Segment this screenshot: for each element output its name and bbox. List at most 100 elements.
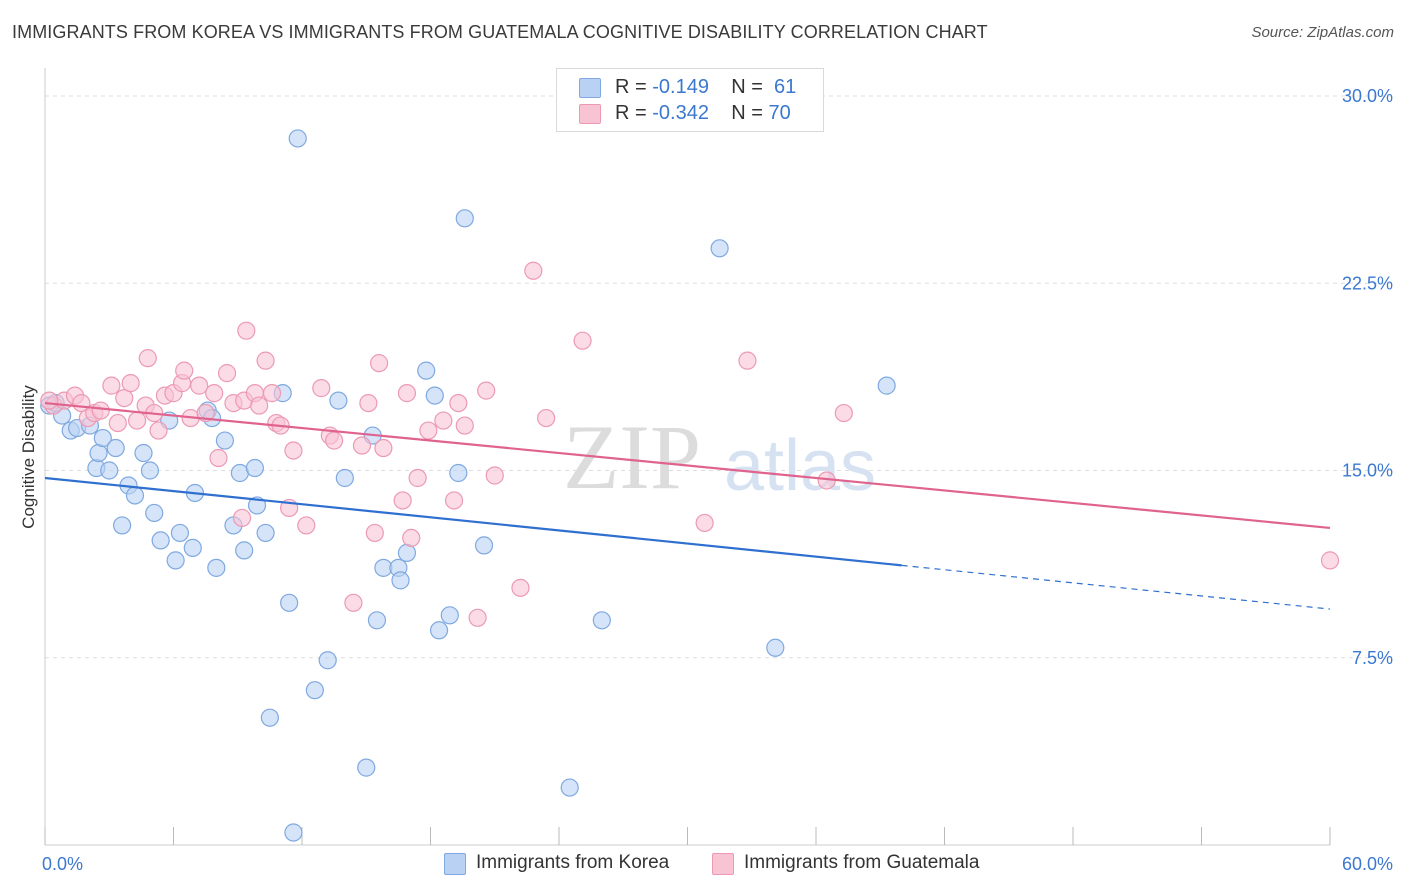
- bottom-legend-label-korea: Immigrants from Korea: [476, 852, 670, 873]
- point-korea-56: [592, 611, 611, 630]
- point-guatemala-49: [397, 384, 417, 403]
- point-guatemala-42: [344, 593, 363, 612]
- point-korea-39: [329, 391, 348, 410]
- point-guatemala-38: [297, 516, 316, 535]
- point-guatemala-55: [449, 393, 468, 413]
- legend-guatemala-n-label: N =: [731, 102, 769, 124]
- point-korea-49: [425, 386, 444, 405]
- point-korea-8: [100, 461, 119, 480]
- point-korea-15: [145, 503, 164, 523]
- point-guatemala-23: [205, 384, 224, 403]
- trend-line-korea: [44, 476, 902, 567]
- tick-labels: 7.5% 15.0% 22.5% 30.0% 0.0% 60.0%: [42, 86, 1393, 874]
- point-korea-19: [170, 523, 190, 543]
- point-guatemala-52: [419, 421, 438, 440]
- axes: [44, 68, 1331, 846]
- point-guatemala-9: [115, 388, 134, 408]
- point-guatemala-7: [102, 376, 121, 395]
- point-korea-9: [106, 438, 125, 458]
- point-korea-38: [318, 651, 337, 670]
- point-guatemala-65: [738, 351, 757, 370]
- point-guatemala-13: [138, 349, 157, 368]
- point-korea-6: [89, 443, 108, 463]
- point-guatemala-62: [537, 408, 556, 428]
- trend-extension-korea: [901, 564, 1331, 610]
- point-guatemala-69: [40, 391, 59, 410]
- watermark-atlas: atlas: [724, 426, 876, 506]
- point-korea-36: [288, 129, 307, 148]
- point-guatemala-33: [262, 384, 282, 403]
- point-korea-54: [474, 536, 494, 555]
- point-korea-18: [166, 551, 185, 570]
- point-korea-32: [260, 708, 279, 727]
- point-guatemala-25: [217, 364, 237, 383]
- point-guatemala-24: [209, 448, 228, 468]
- point-guatemala-51: [408, 468, 427, 488]
- point-guatemala-11: [127, 411, 147, 430]
- point-guatemala-59: [485, 466, 504, 485]
- point-guatemala-53: [434, 411, 453, 430]
- source-label: Source: ZipAtlas.com: [1251, 24, 1394, 41]
- point-korea-53: [455, 209, 474, 228]
- point-guatemala-63: [573, 331, 592, 350]
- point-guatemala-67: [834, 403, 853, 423]
- chart-title: IMMIGRANTS FROM KOREA VS IMMIGRANTS FROM…: [12, 22, 988, 42]
- point-guatemala-41: [325, 431, 344, 450]
- point-korea-52: [449, 463, 468, 483]
- point-guatemala-10: [121, 374, 140, 393]
- point-korea-59: [877, 376, 896, 395]
- point-korea-28: [235, 541, 254, 560]
- point-korea-50: [429, 621, 449, 640]
- point-korea-40: [335, 468, 354, 488]
- point-korea-30: [247, 496, 267, 515]
- point-guatemala-46: [370, 354, 389, 373]
- point-korea-14: [140, 461, 160, 480]
- point-guatemala-31: [250, 396, 269, 415]
- legend-guatemala-r-value: -0.342: [652, 102, 709, 124]
- point-korea-55: [560, 778, 579, 797]
- point-guatemala-50: [402, 528, 421, 548]
- point-korea-31: [256, 523, 275, 543]
- watermark: ZIP atlas: [563, 406, 876, 508]
- y-tick-label-3: 30.0%: [1342, 86, 1393, 106]
- point-guatemala-43: [352, 436, 372, 455]
- point-korea-48: [417, 361, 436, 380]
- point-guatemala-8: [108, 413, 127, 433]
- y-axis-label: Cognitive Disability: [19, 385, 38, 529]
- point-guatemala-57: [468, 608, 487, 627]
- point-korea-13: [134, 443, 153, 463]
- trend-lines: [44, 401, 1331, 610]
- y-tick-label-1: 15.0%: [1342, 461, 1393, 481]
- point-korea-35: [284, 823, 303, 842]
- point-korea-34: [280, 593, 299, 612]
- point-guatemala-21: [190, 376, 209, 395]
- point-korea-16: [151, 531, 170, 550]
- legend-swatch-guatemala: [579, 104, 601, 124]
- bottom-legend-swatch-guatemala: [712, 853, 734, 875]
- legend-korea-n-label: N =: [731, 76, 769, 98]
- point-guatemala-54: [444, 491, 464, 510]
- point-korea-7: [93, 428, 112, 448]
- point-korea-29: [245, 458, 264, 478]
- point-guatemala-60: [511, 578, 530, 597]
- point-guatemala-56: [455, 416, 474, 435]
- point-korea-51: [440, 606, 459, 625]
- point-korea-43: [367, 611, 387, 630]
- point-guatemala-6: [91, 401, 110, 420]
- point-korea-37: [305, 681, 324, 700]
- legend-guatemala-r-label: R =: [615, 102, 653, 124]
- point-guatemala-19: [175, 361, 194, 380]
- point-guatemala-32: [256, 351, 275, 370]
- point-korea-24: [207, 558, 226, 577]
- grid-lines: [45, 95, 1392, 659]
- y-tick-label-0: 7.5%: [1352, 648, 1393, 668]
- point-guatemala-39: [312, 379, 331, 398]
- legend-korea-r-label: R =: [615, 76, 653, 98]
- legend-guatemala-n-value: 70: [768, 102, 791, 124]
- legend-swatch-korea: [579, 78, 601, 98]
- point-guatemala-58: [477, 381, 496, 400]
- point-korea-46: [391, 571, 410, 590]
- point-guatemala-29: [237, 321, 256, 340]
- point-korea-25: [215, 431, 234, 450]
